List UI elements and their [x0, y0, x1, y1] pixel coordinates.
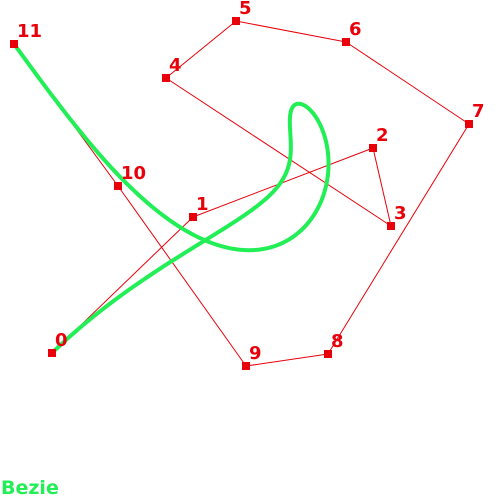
control-polygon [13, 20, 470, 367]
control-point-label-4: 4 [169, 55, 182, 76]
control-point-2[interactable] [369, 144, 377, 152]
control-point-7[interactable] [465, 120, 473, 128]
control-point-label-1: 1 [196, 194, 209, 215]
control-point-label-0: 0 [55, 330, 68, 351]
control-polygon-segment [372, 147, 392, 227]
control-point-10[interactable] [114, 182, 122, 190]
control-point-label-3: 3 [394, 203, 407, 224]
bezier-curve [12, 42, 331, 355]
control-polygon-segment [327, 123, 470, 355]
control-point-9[interactable] [242, 362, 250, 370]
control-polygon-segment [245, 353, 329, 367]
control-point-0[interactable] [48, 349, 56, 357]
control-point-11[interactable] [10, 40, 18, 48]
control-point-4[interactable] [162, 74, 170, 82]
control-point-label-11: 11 [17, 21, 42, 42]
control-point-label-2: 2 [376, 125, 389, 146]
control-polygon-segment [345, 41, 470, 125]
control-polygon-segment [165, 20, 237, 79]
control-point-label-7: 7 [472, 101, 485, 122]
curve-caption: Bezie [1, 477, 59, 499]
control-point-labels: 0 1 2 3 4 5 6 7 8 9 10 11 [17, 0, 485, 364]
control-point-8[interactable] [324, 350, 332, 358]
control-polygon-segment [117, 185, 247, 367]
control-point-label-9: 9 [249, 343, 262, 364]
control-point-3[interactable] [387, 222, 395, 230]
bezier-curve-group [12, 42, 331, 355]
control-point-1[interactable] [189, 213, 197, 221]
control-point-label-8: 8 [331, 331, 344, 352]
control-point-6[interactable] [342, 38, 350, 46]
control-point-label-10: 10 [121, 163, 146, 184]
control-polygon-segment [165, 77, 392, 227]
control-polygon-segment [235, 20, 347, 43]
control-points [10, 17, 473, 370]
control-point-label-5: 5 [239, 0, 252, 19]
control-point-label-6: 6 [349, 19, 362, 40]
control-point-5[interactable] [232, 17, 240, 25]
